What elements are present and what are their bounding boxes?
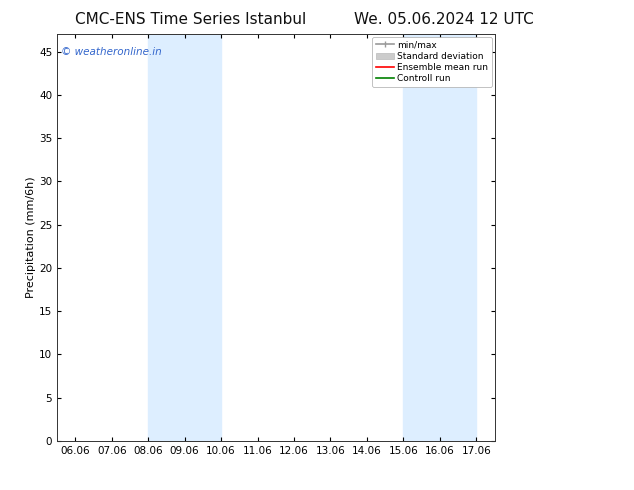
Bar [403,34,440,441]
Y-axis label: Precipitation (mm/6h): Precipitation (mm/6h) [26,177,36,298]
Legend: min/max, Standard deviation, Ensemble mean run, Controll run: min/max, Standard deviation, Ensemble me… [372,37,492,87]
Text: © weatheronline.in: © weatheronline.in [61,47,162,56]
Bar [184,34,221,441]
Bar [440,34,476,441]
Bar [148,34,184,441]
Text: CMC-ENS Time Series Istanbul: CMC-ENS Time Series Istanbul [75,12,306,27]
Text: We. 05.06.2024 12 UTC: We. 05.06.2024 12 UTC [354,12,534,27]
